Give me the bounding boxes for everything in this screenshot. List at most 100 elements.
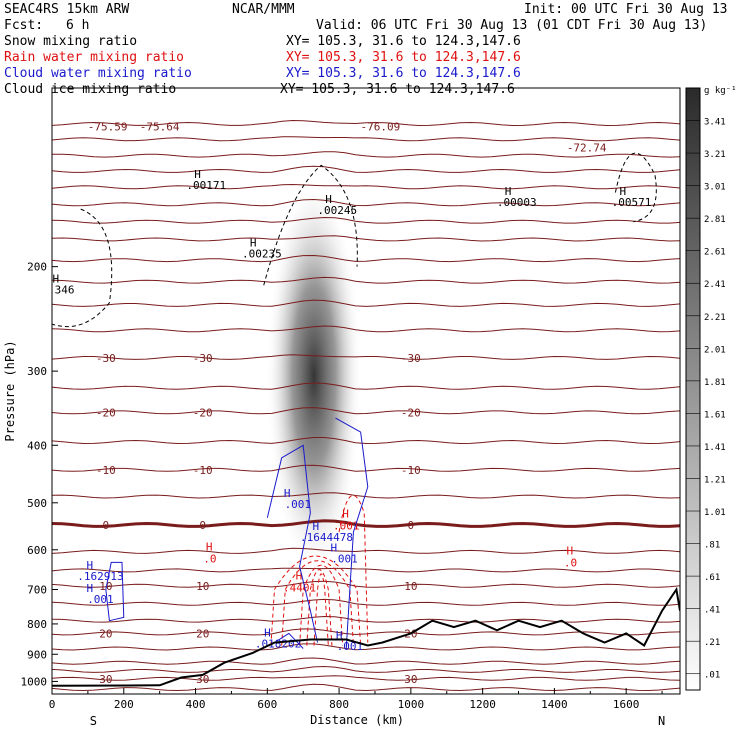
temperature-label: 10	[404, 580, 417, 593]
snow-label: 346	[55, 284, 75, 297]
temperature-contour	[52, 119, 680, 127]
temperature-contour	[52, 665, 680, 673]
temperature-label: -20	[401, 406, 421, 419]
north-label: N	[658, 714, 665, 728]
y-axis-label: Pressure (hPa)	[3, 340, 17, 441]
org-label: NCAR/MMM	[232, 2, 295, 17]
temperature-contour	[52, 382, 680, 390]
cloud-water-label: .001	[285, 498, 312, 511]
cloud-water-contour	[335, 417, 369, 649]
colorbar-label: 2.01	[704, 345, 726, 355]
x-tick-label: 1600	[613, 698, 640, 711]
temperature-label: -75.64	[140, 121, 180, 134]
colorbar-label: .81	[704, 541, 720, 551]
snow-high-marker: H	[53, 273, 60, 286]
rain-label: .0	[564, 556, 577, 569]
x-tick-label: 800	[329, 698, 349, 711]
temperature-label: 30	[404, 673, 417, 686]
cloud-water-label: .1644478	[300, 531, 353, 544]
cloud-water-high-marker: H	[284, 487, 291, 500]
temperature-label: -30	[401, 352, 421, 365]
temperature-contour-20	[52, 628, 680, 636]
y-tick-label: 600	[27, 544, 47, 557]
y-tick-label: 400	[27, 439, 47, 452]
temperature-contour	[52, 198, 680, 207]
colorbar-label: .61	[704, 573, 720, 583]
temperature-label: -10	[193, 464, 213, 477]
rain-high-marker: H	[296, 569, 303, 582]
forecast-label: Fcst:	[4, 18, 44, 33]
colorbar-label: .01	[704, 671, 720, 681]
temperature-label: -30	[193, 352, 213, 365]
snow-label: .00571	[612, 196, 652, 209]
legend-label-rain: Rain water mixing ratio	[4, 50, 185, 65]
cloud-water-contour	[274, 632, 304, 649]
colorbar-label: 3.41	[704, 118, 726, 128]
y-tick-label: 700	[27, 584, 47, 597]
snow-label: .00003	[497, 196, 537, 209]
snow-label: .00245	[317, 204, 357, 217]
legend-xy-rain: XY= 105.3, 31.6 to 124.3,147.6	[286, 50, 521, 65]
colorbar-label: 2.61	[704, 248, 726, 258]
colorbar-label: 3.21	[704, 150, 726, 160]
y-tick-label: 500	[27, 497, 47, 510]
cloud-water-label: .001	[337, 640, 364, 653]
temperature-label: 0	[408, 519, 415, 532]
rain-label: .0	[203, 552, 216, 565]
y-tick-label: 900	[27, 648, 47, 661]
temperature-contour	[52, 437, 680, 445]
temperature-label: 10	[99, 580, 112, 593]
temperature-contour	[52, 615, 680, 623]
rain-contour	[306, 569, 333, 646]
legend-xy-snow: XY= 105.3, 31.6 to 124.3,147.6	[286, 34, 521, 49]
x-tick-label: 1000	[398, 698, 425, 711]
x-tick-label: 400	[186, 698, 206, 711]
colorbar-unit: g kg⁻¹	[704, 86, 737, 96]
legend-label-cloud-ice: Cloud ice mixing ratio	[4, 82, 177, 97]
temperature-contour	[52, 567, 680, 573]
cloud-water-high-marker: H	[86, 582, 93, 595]
cloud-water-contour	[266, 444, 319, 643]
temperature-contour	[52, 643, 680, 651]
temperature-contour-0	[52, 519, 680, 528]
legend-label-snow: Snow mixing ratio	[4, 34, 138, 49]
rain-label: .001	[333, 520, 360, 533]
forecast-value: 6 h	[66, 18, 90, 33]
y-tick-label: 300	[27, 365, 47, 378]
temperature-label: 20	[99, 627, 112, 640]
temperature-contour	[52, 151, 680, 158]
temperature-contour	[52, 216, 680, 224]
temperature-label: -76.09	[360, 121, 400, 134]
rain-contour	[313, 573, 329, 646]
temperature-contour	[52, 683, 680, 692]
cloud-water-label: .001	[87, 593, 114, 606]
temperature-contour	[52, 547, 680, 554]
temperature-label: -20	[96, 406, 116, 419]
temperature-label: -75.59	[88, 121, 128, 134]
colorbar-label: .21	[704, 638, 720, 648]
south-label: S	[90, 714, 97, 728]
colorbar-label: 1.61	[704, 410, 726, 420]
snow-high-marker: H	[250, 236, 257, 249]
snow-contour	[263, 164, 358, 286]
temperature-label: 20	[196, 627, 209, 640]
legend-label-cloud-water: Cloud water mixing ratio	[4, 66, 192, 81]
temperature-contour	[52, 325, 680, 333]
rain-contour	[270, 555, 362, 646]
temperature-contour	[52, 276, 680, 284]
snow-label: .00171	[186, 179, 226, 192]
snow-high-marker: H	[325, 193, 332, 206]
legend-xy-cloud-ice: XY= 105.3, 31.6 to 124.3,147.6	[280, 82, 515, 97]
temperature-label: 0	[199, 519, 206, 532]
temperature-contour	[52, 657, 680, 665]
temperature-contour	[52, 598, 680, 606]
cloud-water-label: .001	[331, 552, 358, 565]
x-axis-label: Distance (km)	[310, 713, 404, 727]
colorbar-label: 1.81	[704, 378, 726, 388]
temperature-label: -72.74	[567, 142, 607, 155]
y-tick-label: 1000	[21, 675, 48, 688]
x-tick-label: 1200	[469, 698, 496, 711]
colorbar-label: 1.01	[704, 508, 726, 518]
cloud-water-contour	[105, 561, 125, 622]
